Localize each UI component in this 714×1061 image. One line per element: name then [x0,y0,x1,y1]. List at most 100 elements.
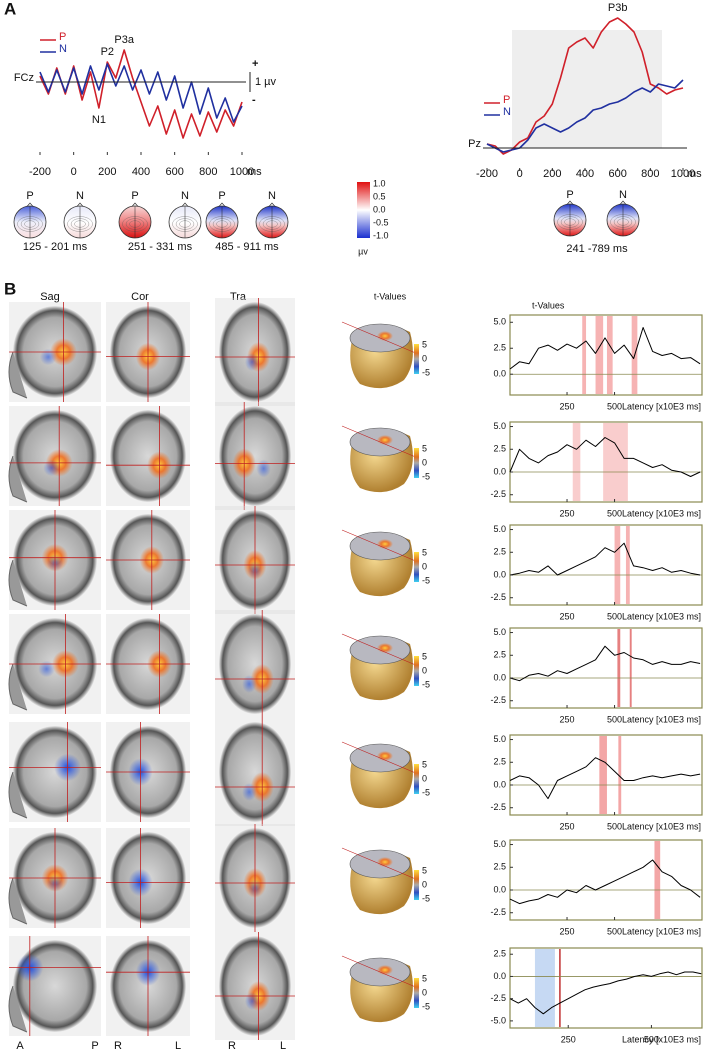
x-tick-label: 500 [607,714,622,724]
head-colorbar-tick: 5 [422,865,427,875]
x-axis-label: ms [247,166,262,178]
x-tick-label: 200 [98,166,116,178]
head-plane [341,425,419,459]
topomap-nose [566,200,574,205]
y-tick-label: -5.0 [490,1015,506,1025]
face-profile [8,351,28,399]
activation-blob [242,675,257,693]
orientation-label: P [91,1040,98,1052]
column-header: Cor [131,291,149,303]
head-plane [341,741,419,775]
latency-band [582,316,587,394]
data-line [509,645,701,682]
activation-blob [38,660,55,678]
head-colorbar-tick: 5 [422,547,427,557]
legend-label: P [59,31,66,43]
x-axis-label: Latency [x10E3 ms] [622,714,701,724]
legend-label: N [503,106,511,118]
head-colorbar-tick: -5 [422,893,430,903]
orientation-label: L [175,1040,181,1052]
head-colorbar [414,764,419,794]
x-axis-label: ms [687,168,702,180]
activation-blob [244,992,260,1010]
topomap-condition: N [76,190,84,202]
brain-slice [13,940,97,1032]
data-line [509,327,701,370]
column-header: Tra [230,291,247,303]
x-tick-label: 1000 [230,166,254,178]
y-tick-label: -2.5 [490,592,506,602]
brain-slice [110,410,186,502]
head-colorbar-tick: 5 [422,339,427,349]
topomap-nose [268,202,276,207]
y-tick-label: 5.0 [493,627,506,637]
x-tick-label: 500 [607,926,622,936]
y-tick-label: 5.0 [493,421,506,431]
colorbar-unit: µv [358,246,368,256]
colorbar-tick-label: -0.5 [373,217,389,227]
peak-label: P2 [101,46,114,58]
orientation-label: A [16,1040,24,1052]
brain-slice [219,722,291,822]
latency-band [572,423,581,501]
peak-label: P3b [608,2,628,14]
topomap-condition: P [131,190,138,202]
head-plane [341,955,419,989]
data-line [486,17,684,155]
topomap-window: 125 - 201 ms [23,241,88,253]
x-tick-label: 600 [165,166,183,178]
topomap-nose [131,202,139,207]
topomap-window: 251 - 331 ms [128,241,193,253]
data-line [509,437,701,477]
y-tick-label: 5.0 [493,734,506,744]
x-axis-label: Latency [x10E3 ms] [622,1034,701,1044]
x-tick-label: 500 [607,508,622,518]
head-blob [377,539,393,549]
y-tick-label: 5.0 [493,839,506,849]
x-tick-label: 500 [607,611,622,621]
legend-label: N [59,43,67,55]
head-colorbar [414,656,419,686]
head-plane [341,847,419,881]
y-tick-label: 2.5 [493,757,506,767]
y-tick-label: 0.0 [493,466,506,476]
x-tick-label: 800 [199,166,217,178]
activation-blob [43,459,61,477]
x-tick-label: 800 [641,168,659,180]
face-profile [8,877,28,925]
y-tick-label: -2.5 [490,993,506,1003]
y-tick-label: -2.5 [490,802,506,812]
data-line [509,542,701,576]
head-colorbar-tick: -5 [422,471,430,481]
latency-band [654,841,661,919]
face-profile [8,663,28,711]
y-tick-label: 2.5 [493,650,506,660]
channel-label: Pz [468,138,481,150]
face-profile [8,559,28,607]
x-tick-label: 200 [543,168,561,180]
x-tick-label: 500 [607,821,622,831]
head-colorbar-tick: 0 [422,879,427,889]
peak-label: N1 [92,114,106,126]
head-colorbar-tick: 0 [422,561,427,571]
head-colorbar [414,870,419,900]
data-line [39,63,243,123]
activation-blob [39,348,57,366]
y-tick-label: 0.0 [493,971,506,981]
head-blob [377,435,393,445]
x-tick-label: -200 [476,168,498,180]
x-tick-label: 0 [517,168,523,180]
latency-band [603,423,628,501]
legend-label: P [503,94,510,106]
y-tick-label: 0.0 [493,884,506,894]
head-colorbar-tick: 0 [422,457,427,467]
x-tick-label: 400 [576,168,594,180]
head-colorbar-tick: -5 [422,575,430,585]
x-tick-label: 250 [560,926,575,936]
head-plane [341,529,419,563]
data-line [509,859,701,905]
orientation-label: L [280,1040,286,1052]
face-profile [8,771,28,819]
polarity-plus: + [252,58,258,70]
